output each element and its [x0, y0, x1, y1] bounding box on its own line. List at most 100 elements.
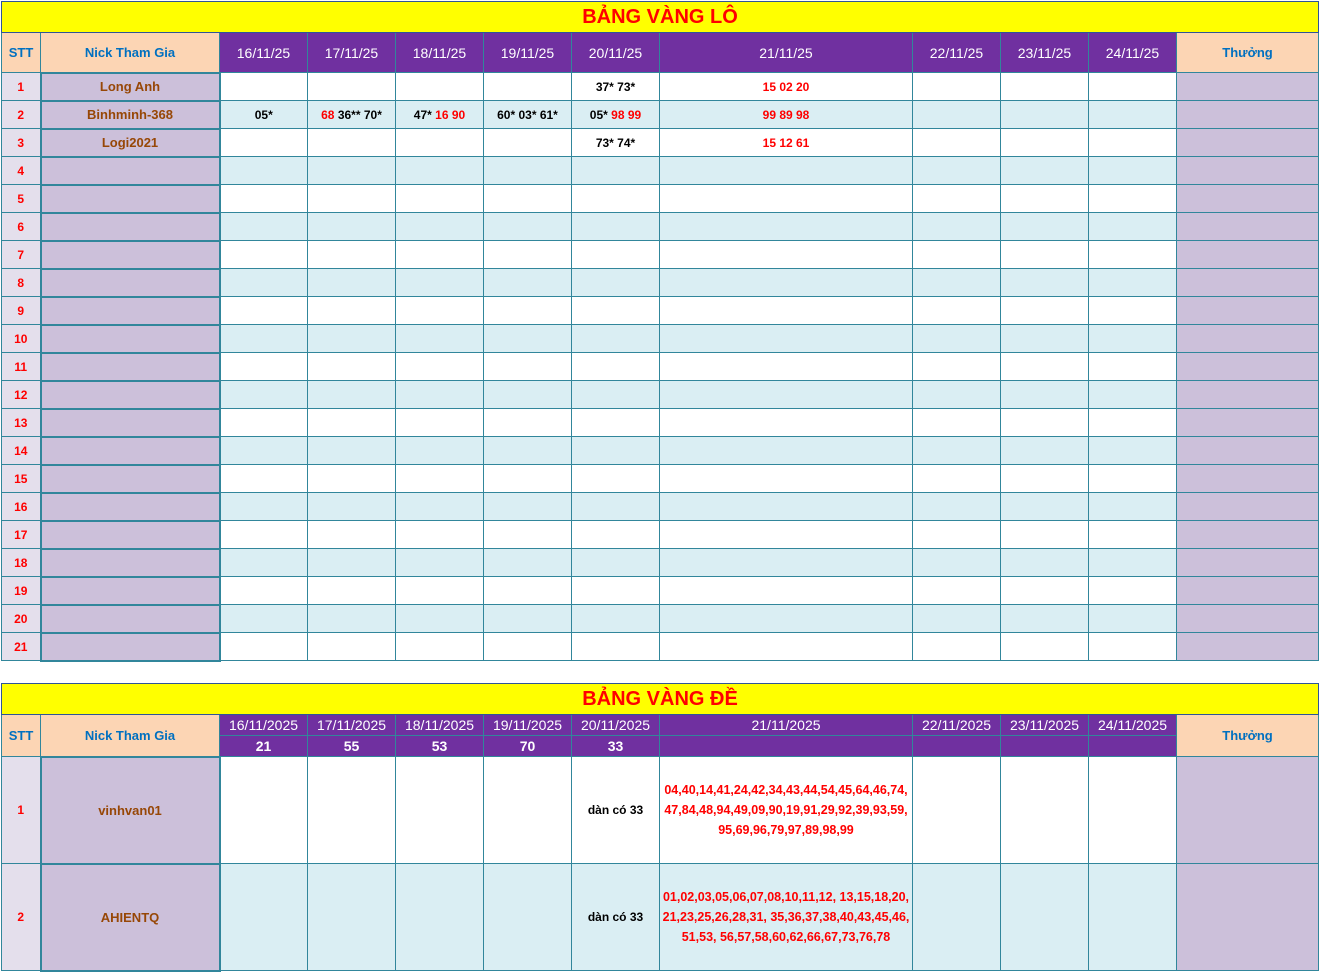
thuong-cell[interactable] [1176, 128, 1319, 157]
pick-cell[interactable] [395, 268, 484, 297]
pick-cell[interactable] [912, 520, 1001, 549]
pick-cell[interactable] [571, 268, 660, 297]
pick-cell[interactable] [571, 240, 660, 269]
nick-cell[interactable]: vinhvan01 [39, 755, 221, 865]
pick-cell[interactable]: 99 89 98 [659, 100, 913, 129]
pick-cell[interactable] [1088, 240, 1177, 269]
pick-cell[interactable] [912, 128, 1001, 157]
pick-cell[interactable] [1000, 380, 1089, 409]
pick-cell[interactable] [1000, 324, 1089, 353]
pick-cell[interactable] [307, 296, 396, 325]
pick-cell[interactable] [219, 464, 308, 493]
pick-cell[interactable] [1088, 548, 1177, 577]
pick-cell[interactable] [1088, 352, 1177, 381]
pick-cell[interactable] [219, 756, 308, 864]
pick-cell[interactable] [1088, 128, 1177, 157]
thuong-cell[interactable] [1176, 464, 1319, 493]
pick-cell[interactable] [659, 184, 913, 213]
nick-cell[interactable]: Long Anh [39, 71, 221, 102]
pick-cell[interactable] [1088, 296, 1177, 325]
pick-cell[interactable] [483, 156, 572, 185]
pick-cell[interactable] [912, 240, 1001, 269]
pick-cell[interactable] [659, 296, 913, 325]
pick-cell[interactable] [912, 408, 1001, 437]
pick-cell[interactable] [659, 548, 913, 577]
pick-cell[interactable] [307, 212, 396, 241]
pick-cell[interactable] [912, 436, 1001, 465]
pick-cell[interactable] [659, 324, 913, 353]
pick-cell[interactable] [395, 212, 484, 241]
pick-cell[interactable] [1088, 380, 1177, 409]
pick-cell[interactable] [307, 268, 396, 297]
pick-cell[interactable] [1000, 576, 1089, 605]
nick-cell[interactable]: Binhminh-368 [39, 99, 221, 130]
thuong-cell[interactable] [1176, 520, 1319, 549]
pick-cell[interactable] [571, 632, 660, 661]
thuong-cell[interactable] [1176, 408, 1319, 437]
nick-cell[interactable] [39, 211, 221, 242]
thuong-cell[interactable] [1176, 492, 1319, 521]
nick-cell[interactable] [39, 295, 221, 326]
pick-cell[interactable]: dàn có 33 [571, 756, 660, 864]
pick-cell[interactable] [395, 352, 484, 381]
pick-cell[interactable] [219, 632, 308, 661]
nick-cell[interactable]: AHIENTQ [39, 862, 221, 972]
pick-cell[interactable] [395, 324, 484, 353]
pick-cell[interactable] [395, 156, 484, 185]
pick-cell[interactable] [395, 520, 484, 549]
pick-cell[interactable] [659, 632, 913, 661]
pick-cell[interactable] [307, 632, 396, 661]
pick-cell[interactable] [483, 72, 572, 101]
thuong-cell[interactable] [1175, 756, 1319, 864]
pick-cell[interactable] [1088, 492, 1177, 521]
pick-cell[interactable] [912, 72, 1001, 101]
pick-cell[interactable] [912, 268, 1001, 297]
thuong-cell[interactable] [1176, 632, 1319, 661]
pick-cell[interactable] [219, 128, 308, 157]
pick-cell[interactable] [1088, 863, 1177, 971]
nick-cell[interactable] [39, 379, 221, 410]
pick-cell[interactable] [483, 576, 572, 605]
pick-cell[interactable] [395, 632, 484, 661]
nick-cell[interactable] [39, 407, 221, 438]
pick-cell[interactable] [659, 436, 913, 465]
pick-cell[interactable] [1000, 184, 1089, 213]
pick-cell[interactable] [912, 380, 1001, 409]
pick-cell[interactable] [912, 352, 1001, 381]
nick-cell[interactable] [39, 519, 221, 550]
pick-cell[interactable] [1088, 72, 1177, 101]
pick-cell[interactable] [483, 604, 572, 633]
pick-cell[interactable] [395, 436, 484, 465]
pick-cell[interactable] [912, 324, 1001, 353]
thuong-cell[interactable] [1176, 352, 1319, 381]
pick-cell[interactable] [219, 296, 308, 325]
pick-cell[interactable] [571, 464, 660, 493]
pick-cell[interactable] [1088, 464, 1177, 493]
pick-cell[interactable] [912, 296, 1001, 325]
thuong-cell[interactable] [1175, 863, 1319, 971]
pick-cell[interactable] [483, 464, 572, 493]
pick-cell[interactable] [219, 576, 308, 605]
pick-cell[interactable] [571, 548, 660, 577]
pick-cell[interactable] [1000, 756, 1089, 864]
pick-cell[interactable] [659, 212, 913, 241]
pick-cell[interactable]: 05* [219, 100, 308, 129]
pick-cell[interactable] [395, 604, 484, 633]
pick-cell[interactable] [307, 352, 396, 381]
pick-cell[interactable] [912, 756, 1001, 864]
pick-cell[interactable] [219, 324, 308, 353]
pick-cell[interactable] [483, 296, 572, 325]
pick-cell[interactable] [571, 520, 660, 549]
nick-cell[interactable] [39, 631, 221, 662]
pick-cell[interactable] [571, 380, 660, 409]
nick-cell[interactable] [39, 547, 221, 578]
pick-cell[interactable] [912, 576, 1001, 605]
pick-cell[interactable] [483, 352, 572, 381]
pick-cell[interactable] [912, 156, 1001, 185]
pick-cell[interactable] [307, 156, 396, 185]
thuong-cell[interactable] [1176, 548, 1319, 577]
pick-cell[interactable] [483, 408, 572, 437]
pick-cell[interactable] [1088, 324, 1177, 353]
pick-cell[interactable] [912, 212, 1001, 241]
pick-cell[interactable] [1088, 604, 1177, 633]
